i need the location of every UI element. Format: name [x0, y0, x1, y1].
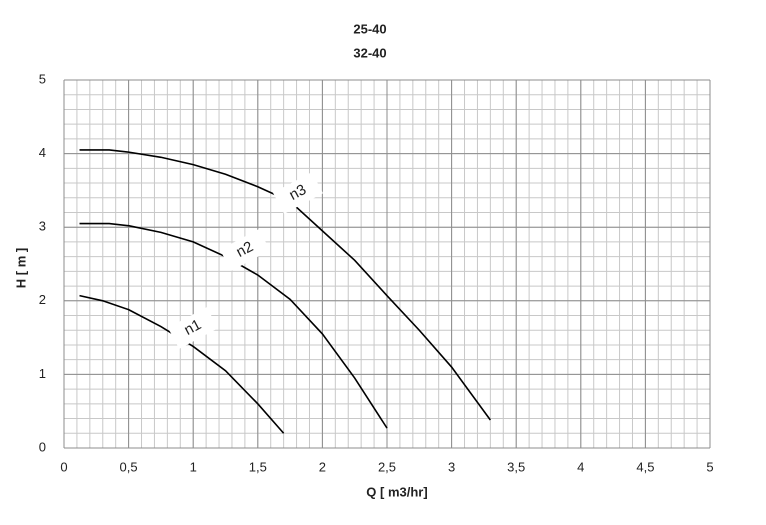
x-tick-label: 3	[448, 459, 455, 474]
x-tick-label: 2,5	[378, 459, 396, 474]
y-tick-label: 5	[39, 71, 46, 86]
curve-label: n2	[233, 238, 256, 261]
curve-label: n3	[286, 181, 309, 204]
y-axis-label: H [ m ]	[13, 248, 28, 288]
x-tick-label: 4	[577, 459, 584, 474]
curve-label-group: n2	[219, 229, 271, 271]
y-tick-label: 3	[39, 219, 46, 234]
chart-title: 25-40	[353, 21, 386, 36]
curve-label-group: n3	[272, 172, 324, 214]
x-tick-label: 1	[190, 459, 197, 474]
x-tick-label: 3,5	[507, 459, 525, 474]
curve-label-bg	[272, 172, 324, 214]
curve	[79, 294, 285, 434]
x-tick-label: 0,5	[120, 459, 138, 474]
curve-label: n1	[181, 316, 204, 339]
x-tick-label: 2	[319, 459, 326, 474]
curve-label-group: n1	[167, 307, 219, 349]
x-axis-label: Q [ m3/hr]	[366, 484, 427, 499]
y-tick-label: 1	[39, 366, 46, 381]
y-tick-label: 4	[39, 145, 46, 160]
curve-label-bg	[219, 229, 271, 271]
y-tick-label: 0	[39, 439, 46, 454]
x-tick-label: 4,5	[636, 459, 654, 474]
curve-label-bg	[167, 307, 219, 349]
x-tick-label: 0	[60, 459, 67, 474]
x-tick-label: 1,5	[249, 459, 267, 474]
y-tick-label: 2	[39, 292, 46, 307]
chart-subtitle: 32-40	[353, 45, 386, 60]
x-tick-label: 5	[706, 459, 713, 474]
